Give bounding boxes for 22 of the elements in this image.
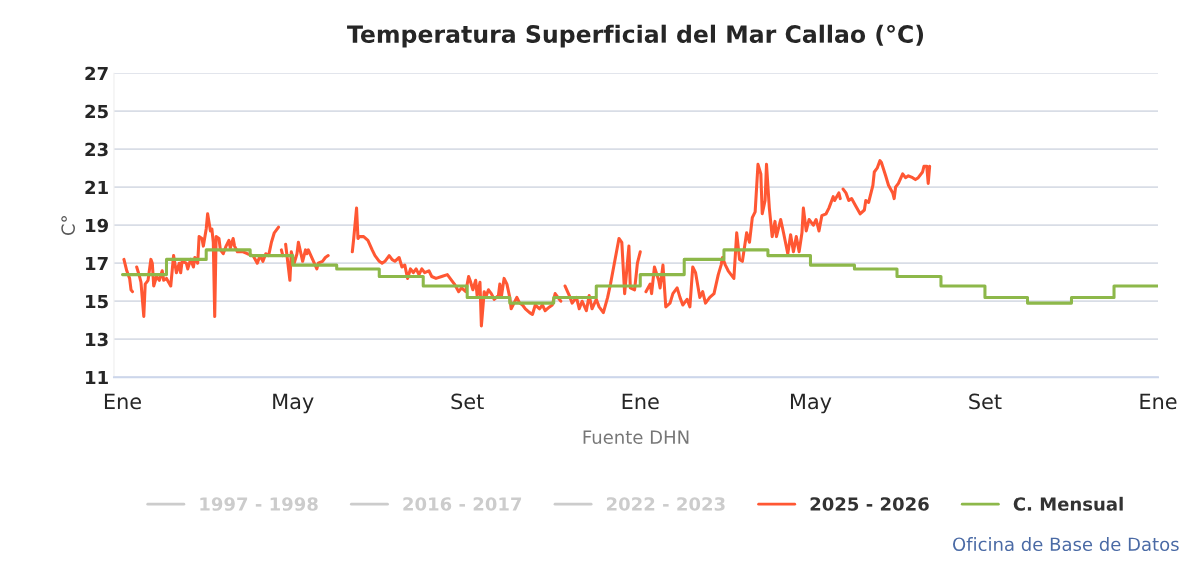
y-tick-label: 25 [85,104,108,119]
y-tick-label: 13 [86,332,108,347]
x-tick-label: May [790,393,832,414]
legend-label: 2025 - 2026 [810,497,929,511]
x-tick-label: Ene [622,393,659,410]
y-tick-label: 15 [86,294,108,309]
x-tick-label: Set [451,393,484,410]
y-tick-label: 27 [85,66,108,81]
x-axis-title: Fuente DHN [583,430,689,444]
y-tick-label: 23 [85,142,108,157]
y-axis-title: C° [61,216,75,236]
x-tick-label: Ene [1140,393,1177,410]
y-tick-label: 17 [86,256,108,271]
x-tick-label: Ene [104,393,141,410]
text: Oficina de Base de Datos [953,537,1179,552]
chart-title: Temperatura Superficial del Mar Callao (°C) [347,24,924,48]
y-tick-label: 11 [86,370,108,385]
x-tick-label: May [273,393,314,414]
y-tick-label: 21 [85,180,108,195]
legend-label: C. Mensual [1013,496,1123,511]
y-tick-label: 19 [86,218,108,233]
x-tick-label: Set [969,393,1002,410]
